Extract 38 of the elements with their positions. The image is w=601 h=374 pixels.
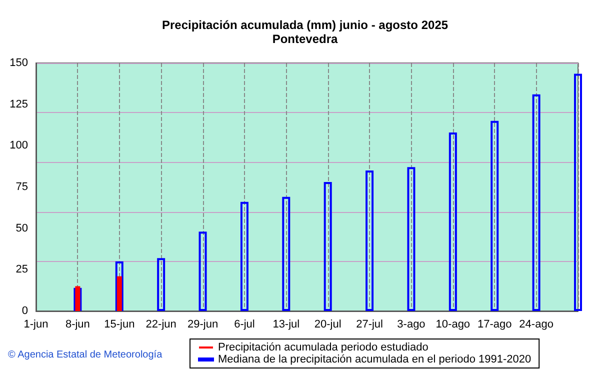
bar (116, 276, 122, 311)
bar (490, 120, 499, 311)
y-tick-label: 150 (10, 57, 28, 69)
x-tick-label: 17-ago (477, 318, 512, 330)
chart-subtitle: Pontevedra (272, 32, 338, 46)
bar (324, 182, 332, 311)
x-tick-label: 20-jul (314, 318, 342, 330)
x-tick-label: 22-jun (146, 318, 176, 330)
legend-label: Mediana de la precipitación acumulada en el periodo 1991-2020 (218, 354, 532, 366)
y-tick-label: 125 (10, 98, 28, 110)
x-tick-label: 3-ago (397, 318, 426, 330)
x-tick-label: 29-jun (187, 318, 218, 330)
bar (366, 170, 374, 311)
bar (407, 167, 416, 311)
bar (574, 74, 582, 311)
x-tick-label: 27-jul (356, 318, 383, 330)
bar (157, 258, 166, 311)
bar (198, 232, 207, 311)
x-tick-label: 13-jul (272, 318, 300, 330)
bar (115, 261, 124, 311)
x-tick-label: 1-jun (24, 318, 48, 330)
y-tick-label: 0 (22, 305, 28, 317)
legend-label: Precipitación acumulada periodo estudiado (218, 342, 428, 354)
y-tick-label: 25 (16, 264, 28, 276)
text: © Agencia Estatal de Meteorología (8, 350, 163, 360)
bar (448, 132, 457, 311)
y-tick-label: 50 (16, 222, 28, 234)
x-tick-label: 10-ago (436, 318, 470, 330)
x-tick-label: 6-jul (234, 318, 255, 330)
bar (240, 202, 248, 311)
x-tick-label: 8-jun (65, 318, 90, 330)
y-tick-label: 100 (10, 140, 28, 152)
bar (282, 196, 290, 311)
y-tick-label: 75 (16, 181, 28, 193)
x-tick-label: 15-jun (104, 318, 135, 330)
bar (532, 94, 540, 311)
chart-title: Precipitación acumulada (mm) junio - agosto 2025 (162, 18, 448, 32)
x-tick-label: 24-ago (519, 318, 554, 330)
